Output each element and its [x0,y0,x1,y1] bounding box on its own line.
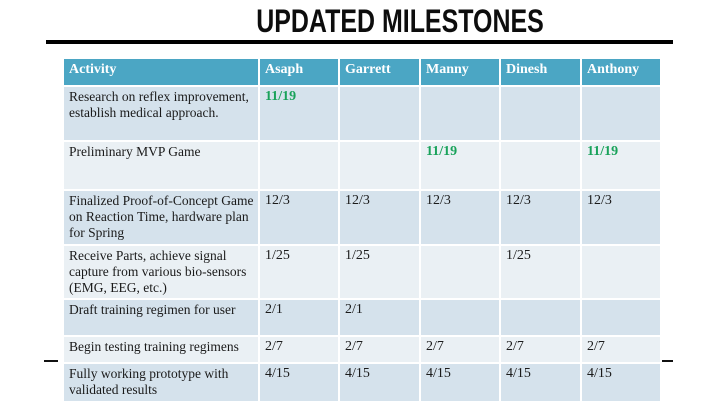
milestone-date-cell: 12/3 [258,189,340,246]
milestone-date-cell [338,140,421,191]
milestone-date-cell: 4/15 [580,362,662,403]
milestone-activity-cell: Finalized Proof-of-Concept Game on React… [62,189,260,246]
milestone-date-cell: 2/7 [419,335,501,365]
column-header-person: Asaph [258,57,340,87]
table-row: Preliminary MVP Game 11/19 11/19 [62,140,662,191]
table-row: Research on reflex improvement, establis… [62,85,662,142]
table-row: Fully working prototype with validated r… [62,362,662,403]
column-header-person: Garrett [338,57,421,87]
column-header-person: Dinesh [499,57,582,87]
left-edge-dash [44,360,58,362]
milestone-date-cell: 2/1 [258,298,340,338]
milestone-date-cell [499,140,582,191]
milestone-date-cell: 1/25 [258,243,340,301]
milestone-date-cell: 4/15 [338,362,421,403]
table-row: Draft training regimen for user 2/1 2/1 [62,298,662,338]
title-underline [46,40,673,44]
milestone-date-cell: 2/1 [338,298,421,338]
table-body: Research on reflex improvement, establis… [62,85,662,403]
milestone-date-cell: 12/3 [338,189,421,246]
milestone-activity-cell: Fully working prototype with validated r… [62,362,260,403]
milestone-date-cell: 2/7 [338,335,421,365]
table-row: Begin testing training regimens 2/7 2/7 2/7… [62,335,662,365]
table-header-row: Activity Asaph Garrett Manny Dinesh Anthony [62,57,662,87]
milestone-date-cell: 4/15 [419,362,501,403]
right-edge-dash [658,360,673,362]
milestone-date-cell [258,140,340,191]
milestones-table: Activity Asaph Garrett Manny Dinesh Anthony R… [62,57,662,403]
milestone-date-cell: 12/3 [419,189,501,246]
milestone-date-cell [499,298,582,338]
column-header-person: Anthony [580,57,662,87]
milestone-date-cell: 4/15 [499,362,582,403]
milestone-date-cell [580,85,662,142]
milestone-date-cell [338,85,421,142]
milestone-date-cell: 11/19 [580,140,662,191]
table-row: Finalized Proof-of-Concept Game on React… [62,189,662,246]
milestone-date-cell: 1/25 [338,243,421,301]
milestone-date-cell: 11/19 [419,140,501,191]
milestone-date-cell: 2/7 [258,335,340,365]
milestone-date-cell [580,298,662,338]
milestone-date-cell [419,298,501,338]
milestone-date-cell: 4/15 [258,362,340,403]
milestone-date-cell: 11/19 [258,85,340,142]
milestone-date-cell: 2/7 [580,335,662,365]
milestone-activity-cell: Receive Parts, achieve signal capture fr… [62,243,260,301]
slide-title: UPDATED MILESTONES [256,3,544,39]
milestone-date-cell: 1/25 [499,243,582,301]
milestone-date-cell [580,243,662,301]
milestone-date-cell: 12/3 [580,189,662,246]
milestone-activity-cell: Begin testing training regimens [62,335,260,365]
milestone-date-cell [419,243,501,301]
milestone-date-cell [499,85,582,142]
milestone-date-cell [419,85,501,142]
milestone-date-cell: 12/3 [499,189,582,246]
milestone-activity-cell: Research on reflex improvement, establis… [62,85,260,142]
milestone-activity-cell: Preliminary MVP Game [62,140,260,191]
milestone-activity-cell: Draft training regimen for user [62,298,260,338]
milestone-date-cell: 2/7 [499,335,582,365]
column-header-activity: Activity [62,57,260,87]
column-header-person: Manny [419,57,501,87]
table-row: Receive Parts, achieve signal capture fr… [62,243,662,301]
